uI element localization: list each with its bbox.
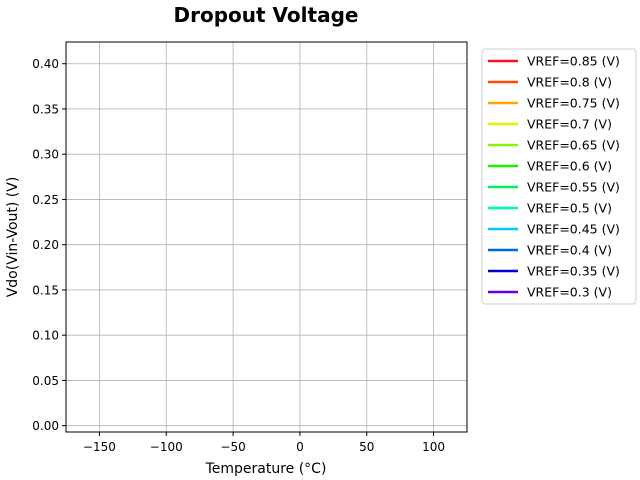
legend: VREF=0.85 (V) VREF=0.8 (V) VREF=0.75 (V) VR… — [481, 48, 637, 305]
x-tick-label: 50 — [359, 440, 374, 454]
x-tick-label: −150 — [83, 440, 116, 454]
y-tick-label: 0.40 — [32, 57, 59, 71]
x-tick-label: 100 — [422, 440, 445, 454]
legend-label: VREF=0.35 (V) — [527, 264, 620, 279]
x-axis-label: Temperature (°C) — [205, 461, 327, 477]
y-tick-label: 0.05 — [32, 374, 59, 388]
y-tick-label: 0.25 — [32, 193, 59, 207]
legend-label: VREF=0.55 (V) — [527, 180, 620, 195]
x-tick-label: −100 — [150, 440, 183, 454]
legend-label: VREF=0.85 (V) — [527, 54, 620, 69]
legend-label: VREF=0.3 (V) — [527, 285, 612, 300]
y-tick-label: 0.30 — [32, 148, 59, 162]
y-tick-label: 0.00 — [32, 419, 59, 433]
legend-label: VREF=0.5 (V) — [527, 201, 612, 216]
y-tick-label: 0.20 — [32, 238, 59, 252]
plot-area: −150 −100 −50 0 50 100 0.00 0.05 0.10 0.15 0.20 0.2… — [32, 41, 468, 454]
legend-label: VREF=0.75 (V) — [527, 96, 620, 111]
chart-title: Dropout Voltage — [174, 3, 359, 27]
legend-label: VREF=0.65 (V) — [527, 138, 620, 153]
legend-label: VREF=0.45 (V) — [527, 222, 620, 237]
y-tick-label: 0.35 — [32, 102, 59, 116]
legend-box — [481, 48, 637, 305]
y-axis-label: Vdo(Vin-Vout) (V) — [5, 177, 21, 298]
x-tick-label: 0 — [296, 440, 304, 454]
x-tick-label: −50 — [220, 440, 245, 454]
legend-label: VREF=0.8 (V) — [527, 75, 612, 90]
legend-label: VREF=0.7 (V) — [527, 117, 612, 132]
axes-frame — [65, 41, 468, 433]
y-tick-label: 0.10 — [32, 329, 59, 343]
legend-label: VREF=0.4 (V) — [527, 243, 612, 258]
y-tick-label: 0.15 — [32, 283, 59, 297]
legend-label: VREF=0.6 (V) — [527, 159, 612, 174]
